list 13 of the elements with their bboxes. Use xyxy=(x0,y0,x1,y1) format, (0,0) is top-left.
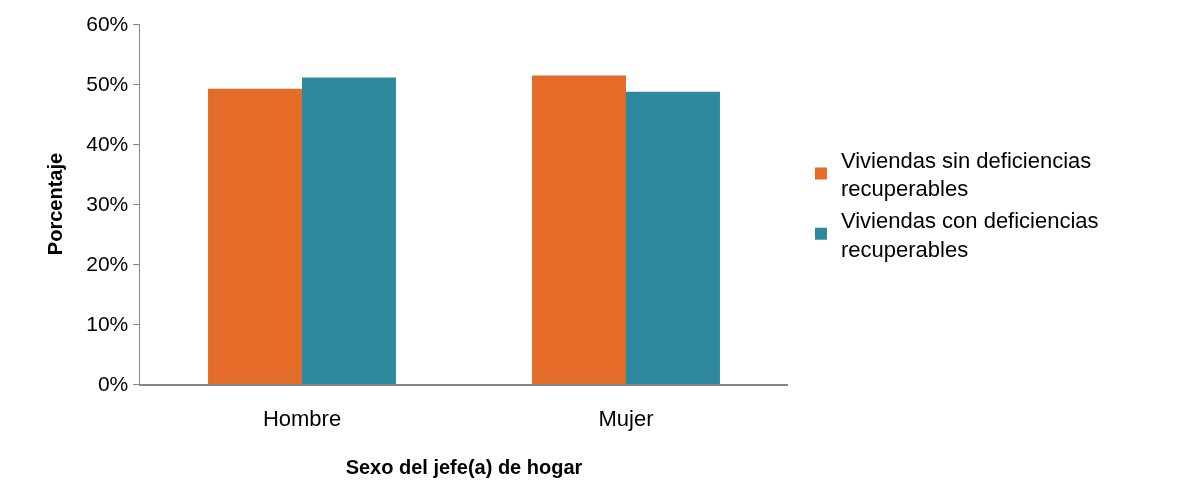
x-axis-title: Sexo del jefe(a) de hogar xyxy=(345,456,583,479)
legend-label: Viviendas con deficiencias recuperables xyxy=(840,208,1099,262)
y-tick-label: 0% xyxy=(97,372,129,396)
y-tick-label: 10% xyxy=(86,312,129,336)
y-tick-label: 50% xyxy=(86,72,129,96)
y-tick-label: 40% xyxy=(86,132,129,156)
y-tick-label: 20% xyxy=(86,252,129,276)
y-axis-title: Porcentaje xyxy=(44,152,67,256)
legend-label: Viviendas sin deficiencias recuperables xyxy=(840,147,1092,202)
y-tick-label: 60% xyxy=(86,12,129,36)
x-tick-label: Hombre xyxy=(262,405,342,431)
y-tick-label: 30% xyxy=(86,192,129,216)
x-tick-label: Mujer xyxy=(598,405,654,431)
